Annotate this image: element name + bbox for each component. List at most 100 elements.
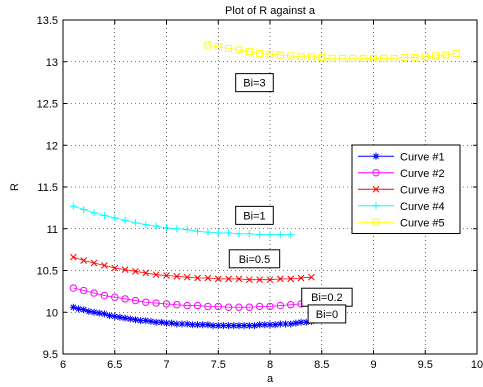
series-4-point: [235, 230, 243, 238]
series-2-point: [173, 301, 181, 309]
annotation-label: Bi=1: [243, 210, 265, 222]
series-2-point: [276, 301, 285, 310]
annotation-1: Bi=3: [235, 73, 274, 93]
annotation-label: Bi=0: [316, 309, 338, 321]
series-4: [69, 202, 295, 239]
series-5-point: [287, 52, 295, 60]
series-4-point: [131, 219, 139, 227]
series-4-point: [276, 231, 284, 239]
legend-label: Curve #1: [400, 151, 445, 163]
series-3-point: [214, 275, 222, 283]
annotation-box: [235, 73, 274, 93]
x-tick-label: 7.5: [211, 359, 226, 371]
series-1-point: [106, 312, 114, 320]
series-1-point: [230, 322, 238, 330]
series-5-point: [276, 51, 284, 59]
series-1-point: [157, 318, 165, 326]
series-3-point: [297, 274, 305, 282]
series-2-point: [111, 293, 119, 301]
series-3-point: [245, 276, 253, 284]
series-5-point: [256, 49, 264, 57]
series-5-point: [401, 54, 409, 62]
series-1-point: [282, 320, 290, 328]
series-1-point: [142, 317, 150, 325]
series-5-point: [225, 44, 233, 52]
legend-label: Curve #4: [400, 201, 445, 213]
x-tick-label: 9: [370, 359, 376, 371]
series-5-point: [432, 52, 440, 60]
legend-label: Curve #5: [400, 217, 445, 229]
x-axis-label: a: [267, 373, 274, 385]
series-3-point: [225, 275, 232, 283]
series-3-point: [163, 272, 170, 279]
series-3-point: [132, 267, 139, 275]
series-2-point: [224, 303, 233, 311]
annotation-label: Bi=3: [243, 78, 265, 90]
annotation-label: Bi=0.2: [311, 292, 343, 304]
y-tick-label: 10: [46, 307, 58, 319]
series-1-point: [276, 320, 284, 328]
series-5-point: [214, 43, 222, 51]
series-1-point: [266, 321, 274, 329]
x-tick-label: 9.5: [418, 359, 433, 371]
series-1-point: [214, 322, 222, 330]
series-3-point: [287, 275, 295, 283]
x-tick-label: 8: [267, 359, 273, 371]
series-4-point: [183, 226, 191, 234]
series-1-point: [297, 318, 305, 326]
series-5-line: [207, 44, 457, 59]
series-5-point: [390, 54, 398, 62]
series-5-point: [421, 53, 429, 61]
series-4-point: [121, 216, 129, 224]
annotation-4: Bi=0.2: [301, 287, 353, 307]
series-2-point: [121, 295, 129, 303]
series-3-point: [101, 262, 108, 269]
series-5-point: [204, 41, 212, 49]
series-2-point: [152, 299, 160, 307]
legend-item-3: Curve #3: [358, 184, 445, 196]
series-3-point: [276, 275, 284, 283]
series-1-point: [147, 317, 155, 325]
series-4-point: [111, 214, 119, 222]
series-4-point: [80, 206, 88, 214]
series-2-point: [204, 302, 212, 311]
series-1-point: [235, 322, 243, 330]
series-3-point: [121, 266, 129, 274]
annotation-box: [228, 249, 281, 269]
series-4-point: [266, 231, 274, 239]
series-1-point: [261, 321, 269, 329]
series-1-point: [163, 319, 170, 327]
x-tick-label: 6.5: [107, 359, 122, 371]
series-4-point: [256, 231, 264, 239]
legend-label: Curve #2: [400, 168, 445, 180]
legend-marker: [372, 152, 380, 160]
series-4-point: [287, 231, 295, 239]
series-1-point: [126, 315, 134, 323]
series-3-point: [152, 271, 160, 279]
series-1-point: [245, 322, 253, 330]
annotation-2: Bi=1: [235, 205, 274, 225]
series-1-point: [121, 314, 129, 322]
series-3-point: [256, 276, 264, 284]
legend-item-5: Curve #5: [358, 217, 445, 229]
series-5-point: [359, 54, 367, 62]
legend-marker: [372, 218, 380, 226]
y-tick-label: 12: [46, 140, 58, 152]
series-1-point: [80, 306, 88, 314]
series-1-point: [271, 321, 279, 329]
series-4-point: [225, 229, 233, 237]
series-5-point: [338, 54, 346, 62]
series-1-point: [240, 322, 248, 330]
series-1-point: [178, 320, 186, 328]
series-5-point: [452, 49, 460, 57]
series-2-point: [245, 303, 254, 311]
y-tick-label: 10.5: [37, 266, 58, 278]
annotations: Bi=3 Bi=1 Bi=0.5 Bi=0.2 Bi=0: [228, 73, 353, 324]
series-2-point: [90, 289, 98, 297]
series-1-point: [194, 321, 202, 329]
series-2-point: [131, 296, 140, 305]
y-axis-label: R: [9, 183, 21, 191]
series-5-point: [380, 54, 388, 62]
series-2-point: [142, 298, 150, 306]
